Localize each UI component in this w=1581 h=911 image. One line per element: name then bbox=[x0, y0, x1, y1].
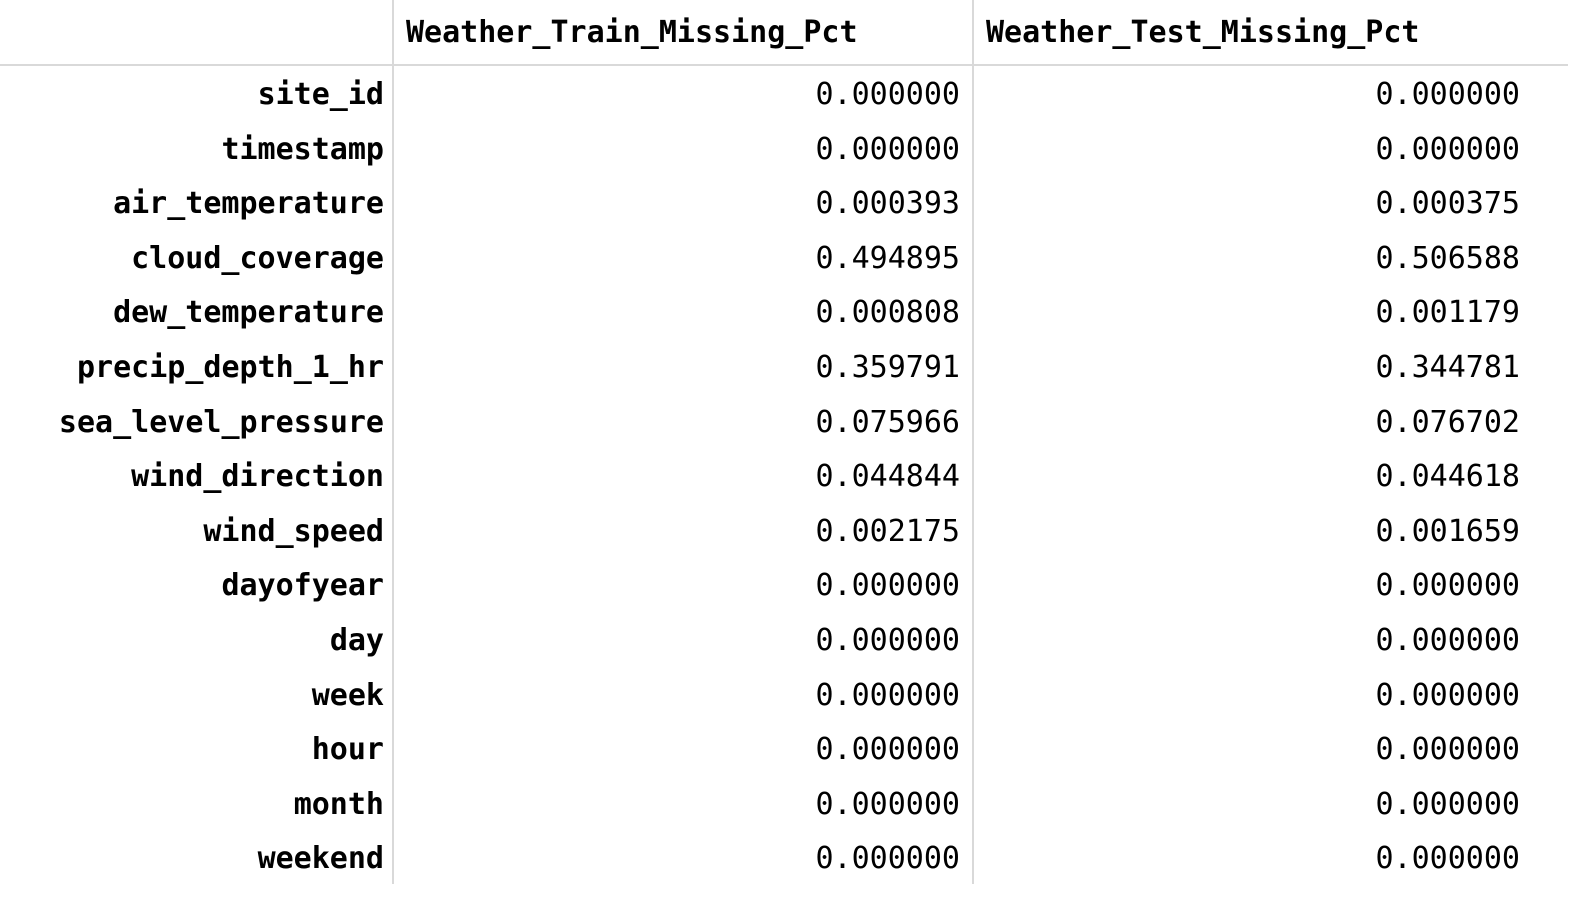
row-index-label: dayofyear bbox=[221, 568, 384, 604]
column-header-test-missing-pct: Weather_Test_Missing_Pct bbox=[986, 15, 1420, 50]
row-index-label: weekend bbox=[257, 841, 384, 877]
table-row: dayofyear 0.000000 0.000000 bbox=[0, 559, 1568, 614]
row-index-label: wind_direction bbox=[131, 459, 384, 495]
test-missing-pct-cell: 0.000000 bbox=[1375, 732, 1521, 768]
test-missing-pct-cell: 0.000000 bbox=[1375, 131, 1521, 167]
test-missing-pct-cell: 0.000000 bbox=[1375, 841, 1521, 877]
test-missing-pct-cell: 0.506588 bbox=[1375, 240, 1521, 276]
row-index-label: dew_temperature bbox=[113, 295, 384, 331]
train-missing-pct-cell: 0.002175 bbox=[815, 513, 961, 549]
row-index-label: cloud_coverage bbox=[131, 240, 384, 276]
train-missing-pct-cell: 0.000000 bbox=[815, 131, 961, 167]
table-row: weekend 0.000000 0.000000 bbox=[0, 832, 1568, 887]
test-missing-pct-cell: 0.000000 bbox=[1375, 568, 1521, 604]
train-missing-pct-cell: 0.000000 bbox=[815, 77, 961, 112]
column-divider bbox=[392, 0, 394, 884]
test-missing-pct-cell: 0.076702 bbox=[1375, 404, 1521, 440]
row-index-label: month bbox=[293, 786, 384, 822]
test-missing-pct-cell: 0.044618 bbox=[1375, 459, 1521, 495]
table-row: sea_level_pressure 0.075966 0.076702 bbox=[0, 396, 1568, 451]
table-row: wind_speed 0.002175 0.001659 bbox=[0, 505, 1568, 560]
train-missing-pct-cell: 0.000000 bbox=[815, 786, 961, 822]
train-missing-pct-cell: 0.000000 bbox=[815, 841, 961, 877]
train-missing-pct-cell: 0.494895 bbox=[815, 240, 961, 276]
column-header-train-missing-pct: Weather_Train_Missing_Pct bbox=[406, 15, 858, 50]
row-index-label: sea_level_pressure bbox=[58, 404, 384, 440]
table-row: week 0.000000 0.000000 bbox=[0, 669, 1568, 724]
row-index-label: week bbox=[311, 677, 384, 713]
test-missing-pct-cell: 0.000000 bbox=[1375, 786, 1521, 822]
test-missing-pct-cell: 0.000000 bbox=[1375, 77, 1521, 112]
train-missing-pct-cell: 0.044844 bbox=[815, 459, 961, 495]
row-index-label: hour bbox=[311, 732, 384, 768]
train-missing-pct-cell: 0.075966 bbox=[815, 404, 961, 440]
train-missing-pct-cell: 0.359791 bbox=[815, 349, 961, 385]
test-missing-pct-cell: 0.344781 bbox=[1375, 349, 1521, 385]
test-missing-pct-cell: 0.001179 bbox=[1375, 295, 1521, 331]
table-row: precip_depth_1_hr 0.359791 0.344781 bbox=[0, 341, 1568, 396]
train-missing-pct-cell: 0.000808 bbox=[815, 295, 961, 331]
row-index-label: timestamp bbox=[221, 131, 384, 167]
row-index-label: air_temperature bbox=[113, 186, 384, 222]
table-row: day 0.000000 0.000000 bbox=[0, 614, 1568, 669]
table-row: timestamp 0.000000 0.000000 bbox=[0, 123, 1568, 178]
table-row: month 0.000000 0.000000 bbox=[0, 778, 1568, 833]
table-body: site_id 0.000000 0.000000 timestamp 0.00… bbox=[0, 68, 1568, 887]
train-missing-pct-cell: 0.000393 bbox=[815, 186, 961, 222]
test-missing-pct-cell: 0.000000 bbox=[1375, 622, 1521, 658]
row-index-label: site_id bbox=[257, 77, 384, 112]
row-index-label: day bbox=[329, 622, 384, 658]
test-missing-pct-cell: 0.001659 bbox=[1375, 513, 1521, 549]
row-index-label: precip_depth_1_hr bbox=[76, 349, 384, 385]
table-row: cloud_coverage 0.494895 0.506588 bbox=[0, 232, 1568, 287]
train-missing-pct-cell: 0.000000 bbox=[815, 622, 961, 658]
dataframe-table: Weather_Train_Missing_Pct Weather_Test_M… bbox=[0, 0, 1568, 884]
table-row: site_id 0.000000 0.000000 bbox=[0, 68, 1568, 123]
train-missing-pct-cell: 0.000000 bbox=[815, 677, 961, 713]
train-missing-pct-cell: 0.000000 bbox=[815, 568, 961, 604]
train-missing-pct-cell: 0.000000 bbox=[815, 732, 961, 768]
table-header-row: Weather_Train_Missing_Pct Weather_Test_M… bbox=[0, 0, 1568, 66]
test-missing-pct-cell: 0.000375 bbox=[1375, 186, 1521, 222]
table-row: dew_temperature 0.000808 0.001179 bbox=[0, 286, 1568, 341]
column-divider bbox=[972, 0, 974, 884]
row-index-label: wind_speed bbox=[203, 513, 384, 549]
table-row: wind_direction 0.044844 0.044618 bbox=[0, 450, 1568, 505]
table-row: air_temperature 0.000393 0.000375 bbox=[0, 177, 1568, 232]
table-row: hour 0.000000 0.000000 bbox=[0, 723, 1568, 778]
test-missing-pct-cell: 0.000000 bbox=[1375, 677, 1521, 713]
